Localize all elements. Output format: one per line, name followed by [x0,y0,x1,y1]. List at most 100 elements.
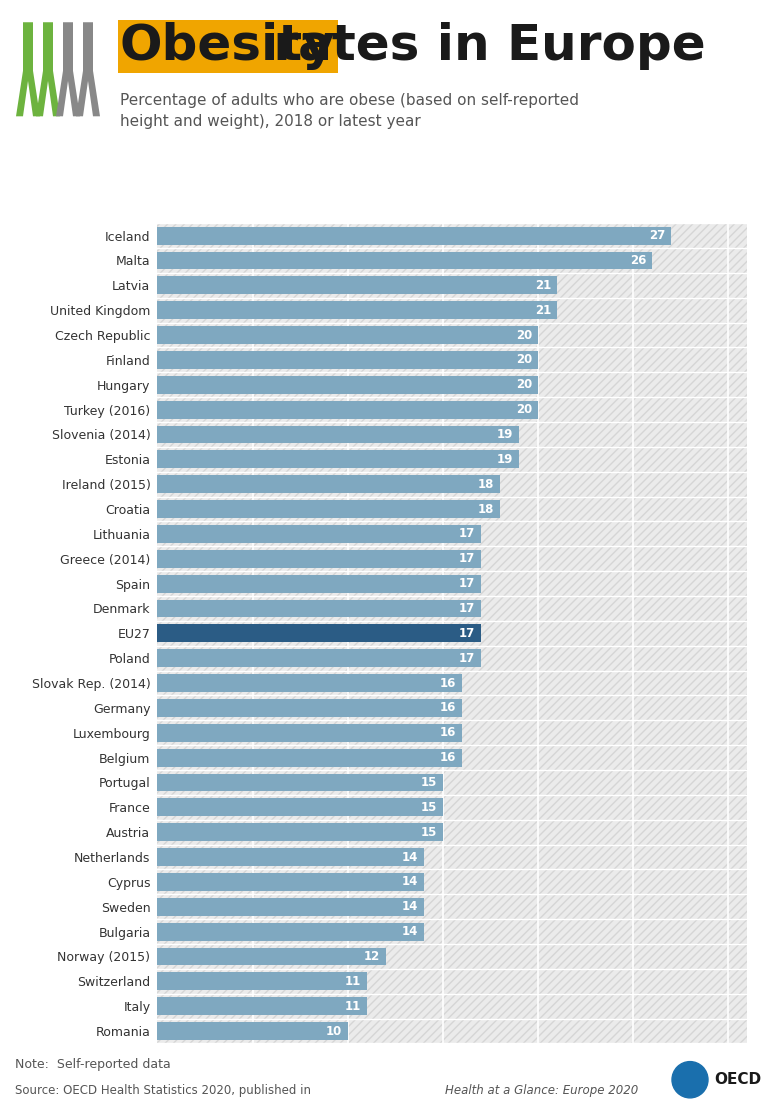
Text: 27: 27 [649,229,665,242]
Bar [157,475,500,493]
Text: 18: 18 [478,478,495,491]
Bar [157,451,519,469]
Text: 21: 21 [535,279,551,292]
Bar [157,798,443,816]
Text: 17: 17 [459,652,475,665]
Bar [157,674,462,692]
Polygon shape [56,22,80,116]
Bar [157,599,481,617]
Bar [157,972,367,990]
Bar [157,301,557,319]
Text: 17: 17 [459,528,475,540]
Bar [157,624,481,643]
Bar [157,998,367,1016]
Bar [157,376,538,394]
Bar [157,848,424,866]
Text: 19: 19 [497,453,513,465]
Bar [157,897,424,916]
Bar [157,624,481,643]
Bar [157,824,443,841]
Bar [157,500,500,518]
Bar [157,848,424,866]
Bar [157,575,481,593]
Text: Source: OECD Health Statistics 2020, published in: Source: OECD Health Statistics 2020, pub… [15,1084,315,1097]
Bar [157,897,424,916]
Bar [157,425,519,443]
Bar [157,699,462,716]
Text: 10: 10 [326,1024,342,1038]
Text: 20: 20 [516,378,532,392]
Bar [157,599,481,617]
Bar [157,277,557,295]
Text: 19: 19 [497,427,513,441]
Bar [157,972,367,990]
Bar [157,650,481,667]
Text: 17: 17 [459,627,475,639]
Bar [157,1022,348,1040]
Text: 12: 12 [364,950,380,963]
Bar [157,251,652,269]
Text: 15: 15 [421,801,437,814]
Polygon shape [36,22,60,116]
Bar [157,525,481,542]
Bar [157,724,462,742]
Text: 18: 18 [478,502,495,516]
Bar [157,425,519,443]
Bar [157,947,386,965]
Text: 17: 17 [459,602,475,615]
Bar [157,301,557,319]
Bar [157,475,500,493]
Bar [157,674,462,692]
Text: 17: 17 [459,552,475,566]
Text: 11: 11 [345,1000,361,1012]
Polygon shape [16,22,40,116]
Text: 16: 16 [440,676,456,690]
Bar [157,699,462,716]
Text: 16: 16 [440,701,456,714]
Text: 26: 26 [630,254,647,267]
Text: Obesity: Obesity [120,22,336,70]
Text: 16: 16 [440,751,456,764]
Bar [157,401,538,418]
Text: 15: 15 [421,826,437,839]
Text: 20: 20 [516,354,532,366]
Text: 17: 17 [459,577,475,590]
Bar [157,824,443,841]
Text: Percentage of adults who are obese (based on self-reported
height and weight), 2: Percentage of adults who are obese (base… [120,93,579,129]
Text: 11: 11 [345,974,361,988]
Bar [157,326,538,344]
Text: 20: 20 [516,328,532,341]
Text: Note:  Self-reported data: Note: Self-reported data [15,1058,170,1070]
Bar [157,227,671,244]
Bar [157,749,462,767]
Text: 15: 15 [421,776,437,789]
Bar [157,998,367,1016]
Text: 14: 14 [402,925,418,939]
Bar [157,500,500,518]
Text: OECD: OECD [714,1072,761,1087]
Bar [157,550,481,568]
Bar [157,251,652,269]
Bar [157,773,443,791]
Text: )): )) [682,1071,694,1085]
Bar [157,451,519,469]
Bar [157,1022,348,1040]
Text: rates in Europe: rates in Europe [256,22,706,70]
Bar [157,401,538,418]
Bar [157,350,538,369]
Circle shape [672,1061,708,1098]
Bar [157,798,443,816]
Bar [157,575,481,593]
Text: Health at a Glance: Europe 2020: Health at a Glance: Europe 2020 [445,1084,638,1097]
Text: 20: 20 [516,403,532,416]
Bar [157,650,481,667]
Text: 14: 14 [402,850,418,864]
Bar [157,525,481,542]
Bar [157,724,462,742]
Text: 21: 21 [535,304,551,317]
Bar [157,277,557,295]
Polygon shape [76,22,100,116]
Bar [157,773,443,791]
Bar [157,350,538,369]
Text: 14: 14 [402,901,418,913]
